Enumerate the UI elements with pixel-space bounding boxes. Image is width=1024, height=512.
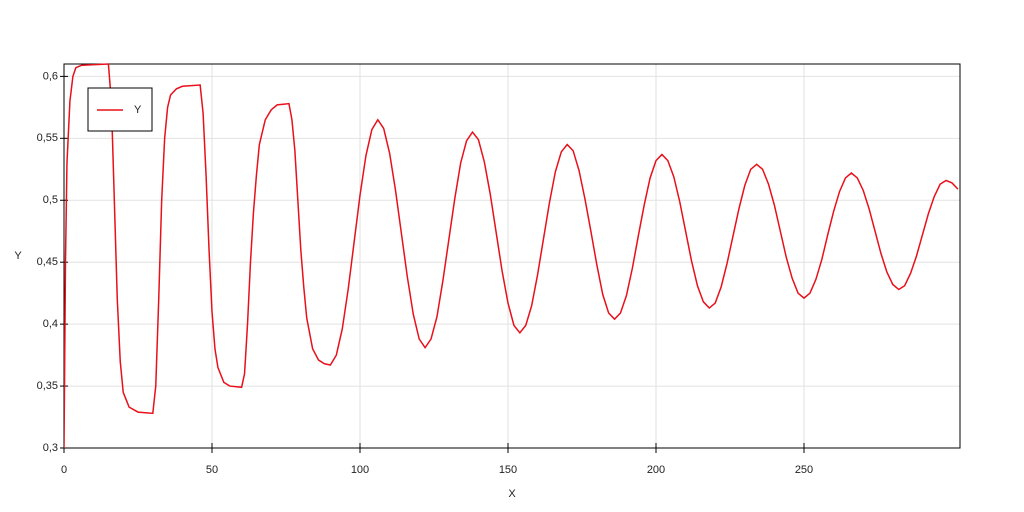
x-tick-label: 50 — [206, 464, 218, 476]
x-tick-label: 250 — [795, 464, 813, 476]
x-tick-label: 200 — [647, 464, 665, 476]
y-tick-label: 0,3 — [43, 442, 58, 454]
y-tick-label: 0,5 — [43, 194, 58, 206]
y-tick-label: 0,6 — [43, 70, 58, 82]
y-tick-label: 0,55 — [37, 132, 58, 144]
y-axis-label: Y — [14, 250, 22, 262]
data-line — [64, 63, 959, 449]
x-tick-label: 150 — [499, 464, 517, 476]
y-tick-label: 0,4 — [43, 318, 58, 330]
legend-label: Y — [134, 104, 142, 116]
x-tick-label: 100 — [351, 464, 369, 476]
y-tick-label: 0,35 — [37, 380, 58, 392]
y-tick-label: 0,45 — [37, 256, 58, 268]
x-axis-label: X — [508, 488, 516, 500]
x-tick-label: 0 — [61, 464, 67, 476]
plot-frame — [63, 63, 961, 449]
